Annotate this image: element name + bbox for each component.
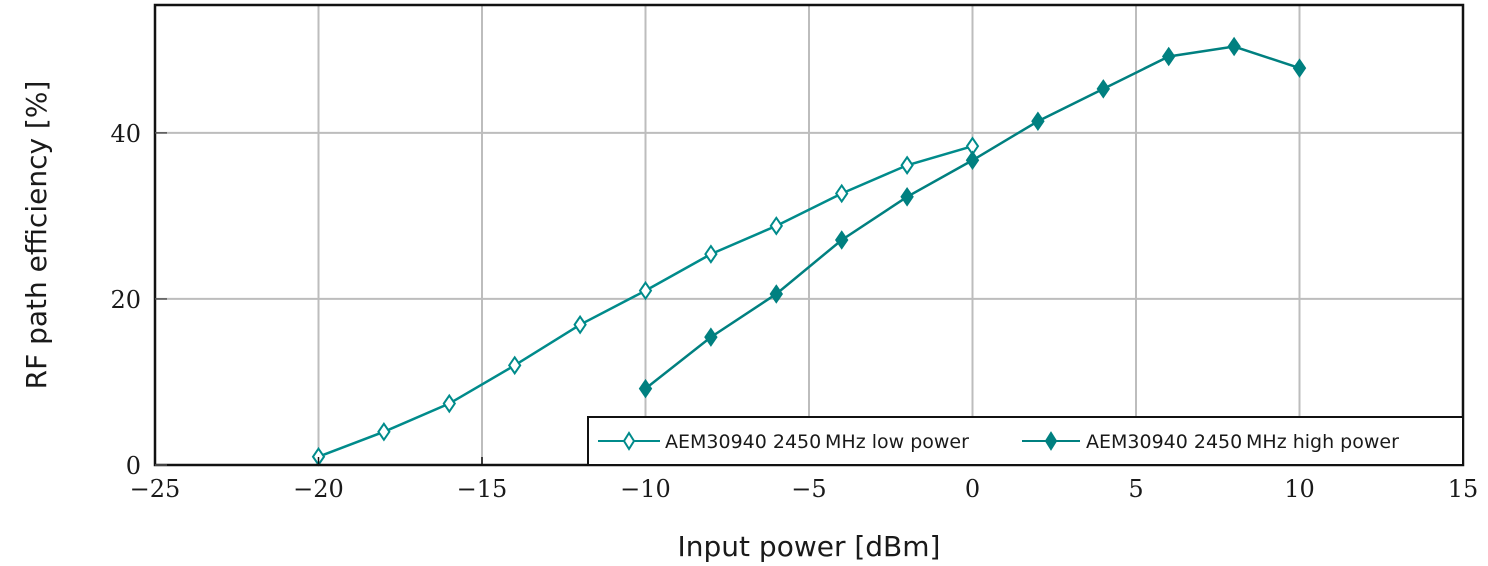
open-diamond-marker <box>573 314 587 335</box>
filled-diamond-marker <box>1096 79 1111 99</box>
filled-diamond-marker <box>1227 36 1241 57</box>
filled-diamond-marker <box>900 187 914 207</box>
y-axis-ticks: 0 20 40 <box>110 120 167 480</box>
x-tick-label: 0 <box>965 475 980 503</box>
grid-lines <box>155 5 1463 465</box>
x-axis-label: Input power [dBm] <box>678 530 941 563</box>
filled-diamond-marker <box>834 230 849 250</box>
filled-diamond-marker <box>638 378 653 399</box>
legend: AEM30940 2450 MHz low power AEM30940 245… <box>587 416 1464 466</box>
open-diamond-marker <box>638 280 653 301</box>
x-tick-label: −20 <box>293 475 344 503</box>
filled-diamond-marker <box>704 327 718 347</box>
open-diamond-marker <box>377 422 391 442</box>
open-diamond-marker <box>507 355 522 376</box>
filled-diamond-marker <box>1292 58 1307 78</box>
y-tick-label: 40 <box>110 120 141 148</box>
x-tick-label: 5 <box>1128 475 1143 503</box>
y-tick-label: 0 <box>126 452 141 480</box>
x-tick-label: −25 <box>130 475 181 503</box>
x-axis-ticks: −25 −20 −15 −10 −5 0 5 10 15 <box>130 457 1479 503</box>
y-axis-label: RF path efficiency [%] <box>20 81 53 390</box>
x-tick-label: 10 <box>1284 475 1315 503</box>
legend-label-high-power: AEM30940 2450 MHz high power <box>1086 431 1399 453</box>
open-diamond-icon <box>622 431 636 451</box>
series-layer <box>311 36 1307 467</box>
filled-diamond-marker <box>965 150 980 171</box>
filled-diamond-marker <box>1031 111 1045 132</box>
series-low-power <box>311 136 980 467</box>
filled-diamond-marker <box>769 284 784 304</box>
x-tick-label: −10 <box>620 475 671 503</box>
legend-item-high-power: AEM30940 2450 MHz high power <box>1022 431 1399 453</box>
filled-diamond-marker <box>1161 46 1176 67</box>
open-diamond-marker <box>442 393 457 414</box>
x-tick-label: 15 <box>1448 475 1479 503</box>
legend-box <box>587 416 1464 466</box>
open-diamond-marker <box>834 183 849 204</box>
open-diamond-marker <box>769 216 784 236</box>
legend-label-low-power: AEM30940 2450 MHz low power <box>665 431 969 453</box>
series-high-power <box>638 36 1307 399</box>
y-tick-label: 20 <box>110 286 141 314</box>
x-tick-label: −5 <box>791 475 826 503</box>
legend-item-low-power: AEM30940 2450 MHz low power <box>598 431 969 453</box>
filled-diamond-icon <box>1044 431 1058 451</box>
open-diamond-marker <box>704 244 718 264</box>
x-tick-label: −15 <box>457 475 508 503</box>
open-diamond-marker <box>900 155 914 176</box>
